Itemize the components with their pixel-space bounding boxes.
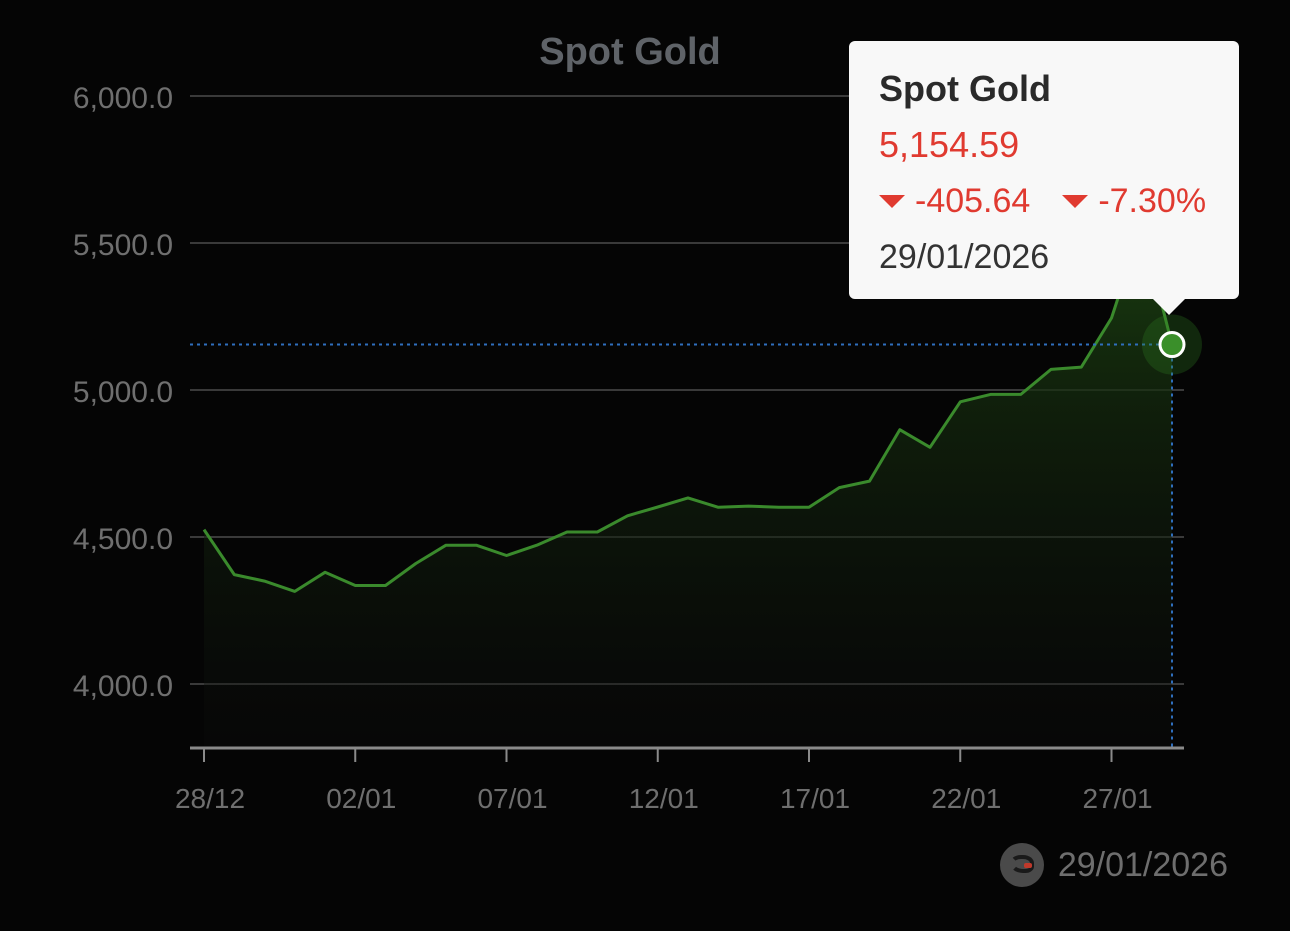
tooltip-change-pct-value: -7.30% [1098, 182, 1207, 220]
x-tick-label: 02/01 [326, 783, 396, 814]
footer: 29/01/2026 [999, 843, 1228, 887]
series-line [202, 223, 1174, 593]
tooltip-change-value: -405.64 [915, 182, 1031, 220]
y-tick-label: 5,000.0 [73, 376, 173, 409]
crosshair [190, 343, 1173, 748]
x-tick-label: 27/01 [1082, 783, 1152, 814]
y-tick-label: 4,000.0 [73, 670, 173, 703]
y-tick-label: 6,000.0 [73, 82, 173, 115]
triangle-down-icon [1062, 194, 1089, 208]
y-tick-label: 5,500.0 [73, 229, 173, 262]
x-tick-label: 12/01 [629, 783, 699, 814]
hover-point-marker[interactable] [1142, 314, 1202, 375]
tooltip-title: Spot Gold [879, 68, 1051, 109]
tooltip-changes: -405.64 -7.30% [879, 179, 1239, 223]
brand-logo-icon [999, 843, 1044, 887]
y-axis-ticks: 4,000.0 4,500.0 5,000.0 5,500.0 6,000.0 [73, 82, 173, 703]
triangle-down-icon [879, 194, 905, 208]
tooltip-change-percent: -7.30% [1062, 179, 1206, 223]
x-axis: 28/12 02/01 07/01 12/01 17/01 22/01 27/01 [175, 746, 1184, 814]
chart-title: Spot Gold [539, 31, 721, 73]
series-area [204, 225, 1172, 749]
x-tick-label: 28/12 [175, 783, 245, 814]
y-tick-label: 4,500.0 [73, 523, 173, 556]
data-point [1158, 331, 1186, 359]
x-tick-label: 17/01 [780, 783, 850, 814]
footer-date: 29/01/2026 [1057, 845, 1228, 884]
tooltip-change-abs: -405.64 [879, 179, 1030, 223]
x-tick-label: 22/01 [931, 783, 1001, 814]
x-tick-label: 07/01 [477, 783, 547, 814]
tooltip-price: 5,154.59 [879, 124, 1020, 165]
tooltip-date: 29/01/2026 [879, 238, 1050, 276]
tooltip: Spot Gold 5,154.59 -405.64 -7.30% 29/01/… [849, 41, 1239, 315]
